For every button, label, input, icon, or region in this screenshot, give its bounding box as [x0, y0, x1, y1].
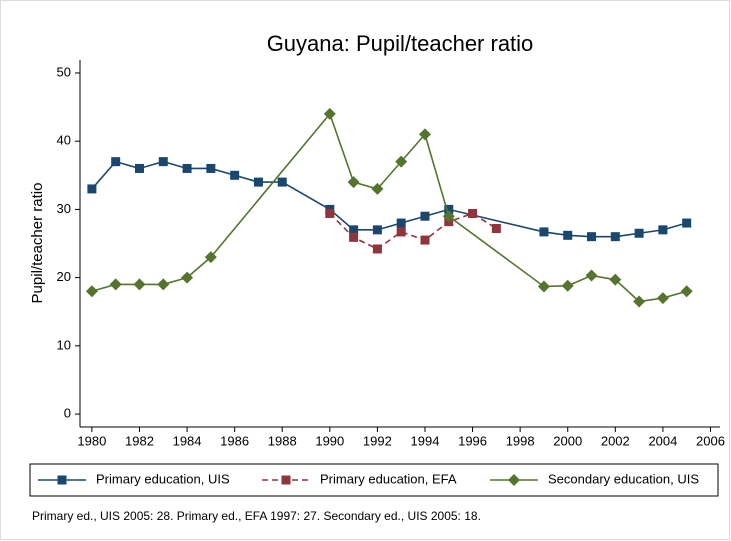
x-tick-label: 1988 — [268, 433, 297, 448]
marker — [634, 228, 644, 238]
x-tick-label: 1992 — [363, 433, 392, 448]
note: Primary ed., UIS 2005: 28. Primary ed., … — [32, 509, 481, 523]
series-line — [91, 160, 687, 238]
marker — [563, 230, 573, 240]
x-tick-label: 1998 — [506, 433, 535, 448]
marker — [561, 279, 574, 292]
x-tick-label: 1986 — [220, 433, 249, 448]
marker — [230, 170, 240, 180]
marker — [253, 177, 263, 187]
marker — [371, 182, 384, 195]
marker — [372, 244, 382, 254]
marker — [57, 475, 67, 485]
marker — [87, 184, 97, 194]
y-tick-label: 10 — [57, 337, 71, 352]
marker — [420, 211, 430, 221]
marker — [277, 177, 287, 187]
marker — [633, 295, 646, 308]
marker — [508, 474, 520, 486]
marker — [609, 273, 622, 286]
x-tick-label: 2002 — [601, 433, 630, 448]
marker — [395, 155, 408, 168]
marker — [133, 278, 146, 291]
marker — [281, 475, 291, 485]
marker — [323, 107, 336, 120]
marker — [418, 128, 431, 141]
x-tick-label: 2000 — [553, 433, 582, 448]
x-tick-label: 1996 — [458, 433, 487, 448]
marker — [206, 163, 216, 173]
x-tick-label: 1980 — [77, 433, 106, 448]
marker — [157, 278, 170, 291]
marker — [537, 280, 550, 293]
x-tick-label: 1990 — [315, 433, 344, 448]
marker — [396, 227, 406, 237]
marker — [539, 227, 549, 237]
marker — [325, 208, 335, 218]
marker — [111, 157, 121, 167]
marker — [680, 285, 693, 298]
y-tick-label: 20 — [57, 269, 71, 284]
x-tick-label: 1982 — [125, 433, 154, 448]
legend-label: Primary education, UIS — [96, 471, 230, 486]
y-tick-label: 0 — [64, 405, 71, 420]
marker — [158, 157, 168, 167]
marker — [349, 225, 359, 235]
marker — [134, 163, 144, 173]
marker — [682, 218, 692, 228]
marker — [181, 271, 194, 284]
x-tick-label: 2006 — [696, 433, 725, 448]
marker — [85, 285, 98, 298]
marker — [347, 176, 360, 189]
marker — [656, 292, 669, 305]
x-tick-label: 1994 — [411, 433, 440, 448]
marker — [182, 163, 192, 173]
y-axis-label: Pupil/teacher ratio — [29, 183, 46, 304]
y-tick-label: 40 — [57, 133, 71, 148]
x-tick-label: 1984 — [173, 433, 202, 448]
marker — [349, 232, 359, 242]
marker — [587, 232, 597, 242]
marker — [442, 210, 455, 223]
chart-title: Guyana: Pupil/teacher ratio — [267, 31, 534, 56]
y-tick-label: 30 — [57, 201, 71, 216]
marker — [444, 204, 454, 214]
x-tick-label: 2004 — [648, 433, 677, 448]
y-tick-label: 50 — [57, 64, 71, 79]
marker — [204, 251, 217, 264]
marker — [468, 208, 478, 218]
marker — [658, 225, 668, 235]
marker — [491, 223, 501, 233]
marker — [610, 232, 620, 242]
legend-label: Primary education, EFA — [320, 471, 457, 486]
legend-box — [29, 463, 719, 497]
marker — [109, 278, 122, 291]
marker — [396, 218, 406, 228]
legend-label: Secondary education, UIS — [548, 471, 699, 486]
marker — [372, 225, 382, 235]
marker — [585, 269, 598, 282]
marker — [420, 235, 430, 245]
